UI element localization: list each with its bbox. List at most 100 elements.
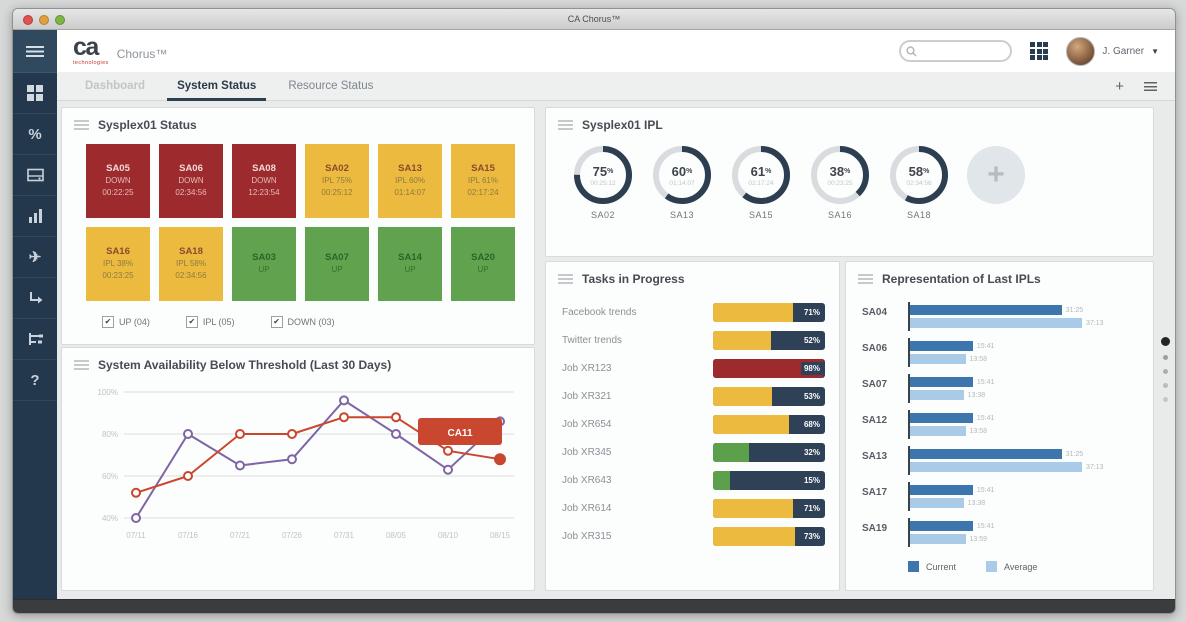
status-tile-SA06[interactable]: SA06 DOWN 02:34:56 xyxy=(159,144,223,218)
filter-label: DOWN (03) xyxy=(287,317,335,327)
task-row[interactable]: Job XR345 32% xyxy=(562,438,825,466)
status-tile-SA20[interactable]: SA20 UP xyxy=(451,227,515,301)
bar-average xyxy=(910,318,1083,328)
svg-text:38%: 38% xyxy=(830,164,851,179)
task-row[interactable]: Job XR643 15% xyxy=(562,466,825,494)
status-filter-1[interactable]: IPL (05) xyxy=(185,316,235,328)
task-row[interactable]: Job XR315 73% xyxy=(562,522,825,550)
last-ipl-row: SA13 31:25 37:13 xyxy=(862,446,1145,475)
task-row[interactable]: Job XR321 53% xyxy=(562,382,825,410)
task-rows: Facebook trends 71% Twitter trends 52% Job X… xyxy=(562,298,825,550)
sidebar-item-help[interactable]: ? xyxy=(13,360,57,401)
svg-text:07/16: 07/16 xyxy=(178,531,199,540)
ipl-donut-SA16[interactable]: 38% 00:23:25 SA16 xyxy=(809,144,871,220)
svg-text:08/05: 08/05 xyxy=(386,531,407,540)
panel-title: Representation of Last IPLs xyxy=(882,272,1041,286)
sidebar-item-metrics[interactable]: % xyxy=(13,114,57,155)
task-progress-fill xyxy=(713,414,790,434)
sidebar-item-dashboard[interactable] xyxy=(13,73,57,114)
panel-sysplex-ipl: Sysplex01 IPL 75% 00:25:12 SA02 60% 01:14:07… xyxy=(545,107,1154,257)
svg-text:40%: 40% xyxy=(102,514,118,523)
drag-handle-icon[interactable] xyxy=(74,360,89,370)
status-tile-SA05[interactable]: SA05 DOWN 00:22:25 xyxy=(86,144,150,218)
sidebar-item-storage[interactable] xyxy=(13,155,57,196)
tile-status-text: UP xyxy=(331,265,343,275)
sidebar-item-return[interactable] xyxy=(13,278,57,319)
status-tile-SA16[interactable]: SA16 IPL 38% 00:23:25 xyxy=(86,227,150,301)
last-ipl-row: SA12 15:41 13:58 xyxy=(862,410,1145,439)
checkbox-checked-icon[interactable] xyxy=(270,316,283,328)
status-tile-SA14[interactable]: SA14 UP xyxy=(378,227,442,301)
close-window-icon[interactable] xyxy=(23,15,33,25)
window-titlebar[interactable]: CA Chorus™ xyxy=(13,9,1175,30)
tile-status-text: DOWN xyxy=(105,176,131,186)
checkbox-checked-icon[interactable] xyxy=(102,316,114,328)
checkbox-checked-icon[interactable] xyxy=(185,316,198,328)
bar-current xyxy=(910,413,973,423)
svg-text:80%: 80% xyxy=(102,430,118,439)
status-filter-0[interactable]: UP (04) xyxy=(102,316,150,328)
pager-dot-3[interactable] xyxy=(1163,383,1168,388)
ipl-donut-SA02[interactable]: 75% 00:25:12 SA02 xyxy=(572,144,634,220)
main-area: ca technologies Chorus™ J. Garner xyxy=(57,30,1175,600)
pager-dot-2[interactable] xyxy=(1163,369,1168,374)
task-label: Job XR321 xyxy=(562,390,612,402)
last-ipl-category: SA12 xyxy=(862,415,888,426)
drag-handle-icon[interactable] xyxy=(558,120,573,130)
status-tile-SA13[interactable]: SA13 IPL 60% 01:14:07 xyxy=(378,144,442,218)
user-menu[interactable]: J. Garner ▼ xyxy=(1066,36,1159,66)
search-input[interactable] xyxy=(917,44,996,58)
status-filter-2[interactable]: DOWN (03) xyxy=(270,316,335,328)
ipl-donut-SA13[interactable]: 60% 01:14:07 SA13 xyxy=(651,144,713,220)
donut-gauge: 58%02:34:56 xyxy=(890,146,948,204)
status-tile-SA08[interactable]: SA08 DOWN 12:23:54 xyxy=(232,144,296,218)
last-ipl-bar-line: 13:38 xyxy=(910,389,1145,401)
search-box[interactable] xyxy=(899,40,1013,62)
status-tile-SA02[interactable]: SA02 IPL 75% 00:25:12 xyxy=(305,144,369,218)
task-percent-badge: 32% xyxy=(800,445,823,459)
tab-list-icon[interactable] xyxy=(1144,81,1157,91)
svg-text:75%: 75% xyxy=(593,164,614,179)
availability-chart: 100% 80% 60% 40% 07/11 07/16 07/21 07/26 07/31 08… xyxy=(68,376,534,559)
tab-resource-status[interactable]: Resource Status xyxy=(288,80,374,92)
sidebar-item-transfers[interactable]: ✈ xyxy=(13,237,57,278)
minimize-window-icon[interactable] xyxy=(39,15,49,25)
pager-dot-0[interactable] xyxy=(1161,337,1170,346)
status-tile-SA07[interactable]: SA07 UP xyxy=(305,227,369,301)
add-ipl-button[interactable]: + xyxy=(967,146,1025,204)
task-row[interactable]: Twitter trends 52% xyxy=(562,326,825,354)
drag-handle-icon[interactable] xyxy=(558,274,573,284)
ipl-donut-SA18[interactable]: 58% 02:34:56 SA18 xyxy=(888,144,950,220)
task-row[interactable]: Job XR614 71% xyxy=(562,494,825,522)
ipl-donut-SA15[interactable]: 61% 02:17:24 SA15 xyxy=(730,144,792,220)
donut-system-label: SA18 xyxy=(906,210,932,220)
bar-value-label: 15:41 xyxy=(976,414,995,422)
tab-system-status[interactable]: System Status xyxy=(161,72,272,101)
sidebar-item-charts[interactable] xyxy=(13,196,57,237)
bar-value-label: 37:13 xyxy=(1086,319,1104,327)
task-row[interactable]: Job XR654 68% xyxy=(562,410,825,438)
task-row[interactable]: Facebook trends 71% xyxy=(562,298,825,326)
app-grid-icon[interactable] xyxy=(1030,42,1049,60)
drag-handle-icon[interactable] xyxy=(858,274,873,284)
avatar[interactable] xyxy=(1066,36,1096,66)
bar-value-label: 13:58 xyxy=(969,427,988,435)
status-tile-SA18[interactable]: SA18 IPL 58% 02:34:56 xyxy=(159,227,223,301)
legend-swatch xyxy=(986,561,998,572)
task-row[interactable]: Job XR123 98% xyxy=(562,354,825,382)
zoom-window-icon[interactable] xyxy=(55,15,65,25)
add-tab-icon[interactable]: + xyxy=(1115,77,1124,95)
tab-dashboard[interactable]: Dashboard xyxy=(85,80,146,92)
tile-status-text: UP xyxy=(258,265,270,275)
tile-system-label: SA02 xyxy=(325,163,349,175)
pager-dot-1[interactable] xyxy=(1163,355,1168,360)
status-tile-SA15[interactable]: SA15 IPL 61% 02:17:24 xyxy=(451,144,515,218)
last-ipl-bar-line: 15:41 xyxy=(910,376,1145,388)
sidebar-item-hierarchy[interactable] xyxy=(13,319,57,360)
status-tile-SA03[interactable]: SA03 UP xyxy=(232,227,296,301)
sidebar-menu-button[interactable] xyxy=(13,30,57,73)
drag-handle-icon[interactable] xyxy=(74,120,89,130)
tile-system-label: SA13 xyxy=(398,163,422,175)
svg-text:07/31: 07/31 xyxy=(334,531,355,540)
pager-dot-4[interactable] xyxy=(1163,397,1168,402)
